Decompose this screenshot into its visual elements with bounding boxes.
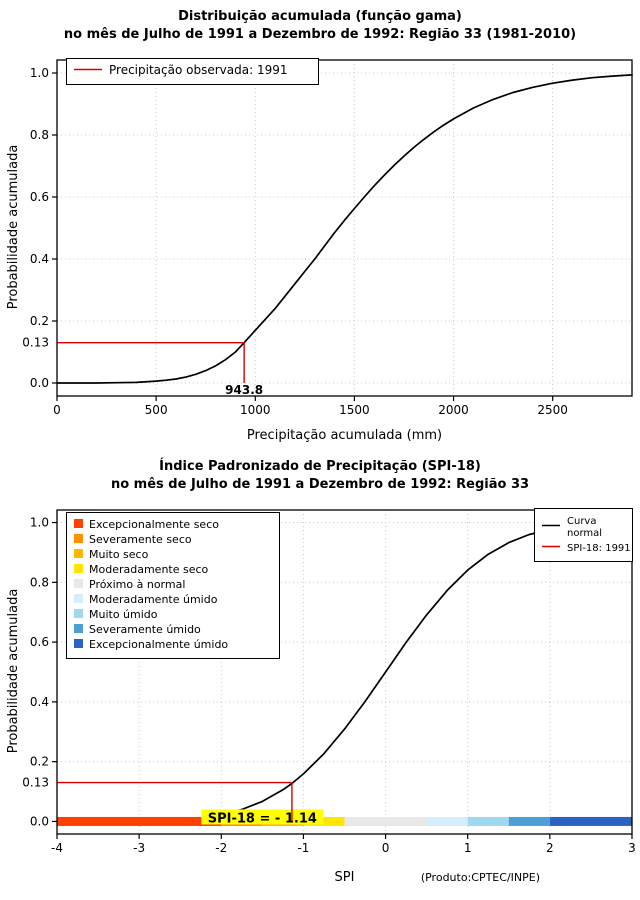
legend-label: Excepcionalmente seco xyxy=(89,518,219,531)
x-tick-label: 1000 xyxy=(240,403,271,417)
legend-color-swatch xyxy=(74,564,83,573)
legend-label: Severamente seco xyxy=(89,533,192,546)
x-tick-label: -4 xyxy=(51,841,63,855)
x-axis-title: Precipitação acumulada (mm) xyxy=(246,428,443,443)
spi-value-label: SPI-18 = - 1.14 xyxy=(208,811,317,826)
spi-cdf-plot: SPI-18 = - 1.14 0.13 -4 -3 -2 -1 0 1 2 3 0.0 0.2 0.4… xyxy=(22,508,636,855)
legend-label: SPI-18: 1991 xyxy=(567,543,631,554)
legend-label: normal xyxy=(567,528,602,539)
cdf-curve xyxy=(56,74,633,384)
legend-color-swatch xyxy=(74,639,83,648)
legend-box xyxy=(66,58,319,85)
legend-box xyxy=(66,512,280,659)
legend-color-swatch xyxy=(74,624,83,633)
y-tick-label: 0.2 xyxy=(30,755,49,769)
x-tick-label: 3 xyxy=(628,841,636,855)
plot-border xyxy=(56,59,633,397)
chart-title-line1: Distribuição acumulada (função gama) xyxy=(178,9,462,24)
marker-y-value: 0.13 xyxy=(22,336,49,350)
y-tick-label: 1.0 xyxy=(30,66,49,80)
legend-label: Curva xyxy=(567,516,596,527)
gamma-distribution-chart: Distribuição acumulada (função gama) no … xyxy=(0,8,640,443)
legend-color-swatch xyxy=(74,534,83,543)
legend-label: Muito úmido xyxy=(89,608,158,621)
y-tick-label: 0.6 xyxy=(30,635,49,649)
chart-title-line2: no mês de Julho de 1991 a Dezembro de 19… xyxy=(110,477,530,492)
y-tick-label: 0.4 xyxy=(30,695,49,709)
legend-label: Muito seco xyxy=(89,548,149,561)
legend-color-swatch xyxy=(74,579,83,588)
x-tick-label: 1500 xyxy=(339,403,370,417)
legend-label: Moderadamente úmido xyxy=(89,593,218,606)
chart-title-line1: Índice Padronizado de Precipitação (SPI-… xyxy=(159,459,481,474)
legend-color-swatch xyxy=(74,609,83,618)
x-axis-title: SPI xyxy=(334,870,355,885)
chart-title-line2: no mês de Julho de 1991 a Dezembro de 19… xyxy=(63,27,577,42)
marker-y-value: 0.13 xyxy=(22,776,49,790)
y-tick-label: 0.6 xyxy=(30,190,49,204)
x-tick-label: 1 xyxy=(464,841,472,855)
x-tick-label: 0 xyxy=(382,841,390,855)
y-tick-label: 0.2 xyxy=(30,314,49,328)
spi-category-bar-segment xyxy=(508,816,550,826)
x-tick-label: -3 xyxy=(133,841,145,855)
chart-title: Distribuição acumulada (função gama) no … xyxy=(0,8,640,44)
legend-label: Próximo à normal xyxy=(89,578,185,591)
y-tick-label: 0.4 xyxy=(30,252,49,266)
x-tick-label: 2500 xyxy=(537,403,568,417)
y-tick-label: 0.0 xyxy=(30,814,49,828)
plot-border xyxy=(56,509,633,835)
gamma-cdf-plot: 0.13 943.8 0 500 1000 1500 2000 2500 0.0 0.2 0.4 0.… xyxy=(22,58,633,417)
x-tick-label: 500 xyxy=(145,403,168,417)
y-tick-label: 0.0 xyxy=(30,376,49,390)
spi-category-bar-segment xyxy=(426,816,468,826)
x-tick-label: 0 xyxy=(53,403,61,417)
x-tick-label: -2 xyxy=(215,841,227,855)
legend-color-swatch xyxy=(74,519,83,528)
spi-category-bar-segment xyxy=(57,816,222,826)
spi-category-bar-segment xyxy=(549,816,632,826)
spi-category-bar-segment xyxy=(303,816,345,826)
legend-box xyxy=(534,508,633,562)
spi-category-bar-segment xyxy=(344,816,427,826)
legend-label: Precipitação observada: 1991 xyxy=(109,63,287,77)
x-tick-label: 2 xyxy=(546,841,554,855)
spi-value-highlight xyxy=(201,809,324,825)
spi-index-chart: Índice Padronizado de Precipitação (SPI-… xyxy=(0,450,640,900)
y-tick-label: 0.8 xyxy=(30,575,49,589)
marker-x-value: 943.8 xyxy=(225,383,263,397)
x-tick-label: 2000 xyxy=(438,403,469,417)
legend-label: Severamente úmido xyxy=(89,623,201,636)
legend-label: Moderadamente seco xyxy=(89,563,209,576)
y-tick-label: 0.8 xyxy=(30,128,49,142)
legend-label: Excepcionalmente úmido xyxy=(89,638,228,651)
legend-color-swatch xyxy=(74,594,83,603)
y-tick-label: 1.0 xyxy=(30,516,49,530)
legend-color-swatch xyxy=(74,549,83,558)
spi-category-bar-segment xyxy=(467,816,509,826)
product-note: (Produto:CPTEC/INPE) xyxy=(420,871,540,884)
chart-title: Índice Padronizado de Precipitação (SPI-… xyxy=(0,458,640,494)
x-tick-label: -1 xyxy=(297,841,309,855)
